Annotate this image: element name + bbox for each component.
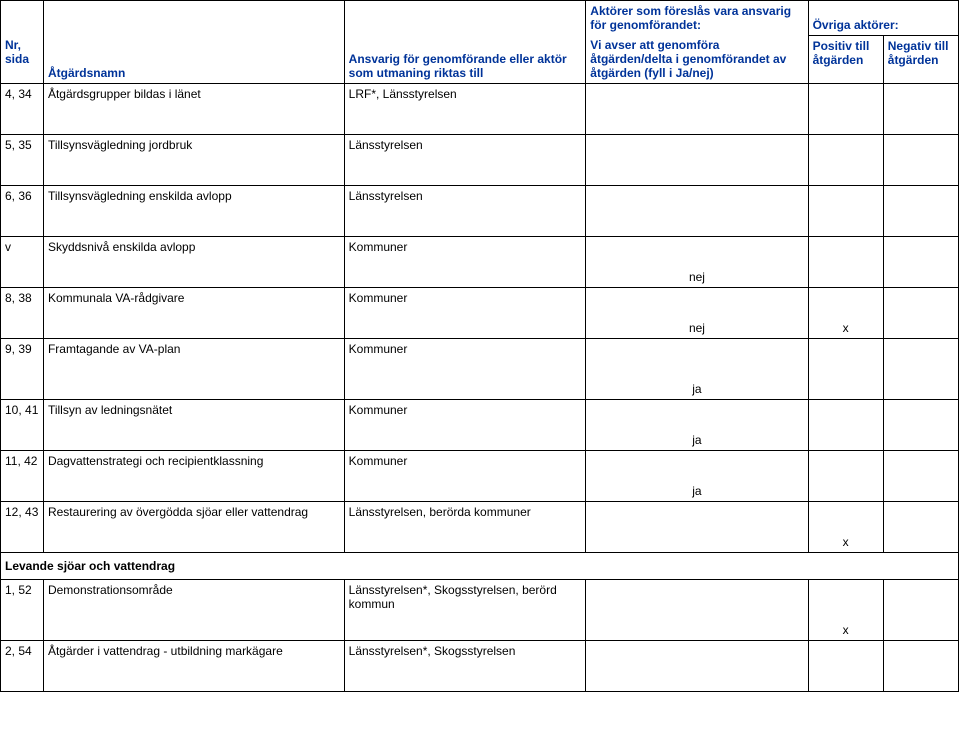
- cell-name: Tillsynsvägledning enskilda avlopp: [43, 186, 344, 237]
- cell-pos: x: [808, 288, 883, 339]
- cell-impl: nej: [586, 288, 808, 339]
- cell-nr: 9, 39: [1, 339, 44, 400]
- hdr-group-title: Aktörer som föreslås vara ansvarig för g…: [586, 1, 808, 36]
- hdr-negative: Negativ till åtgärden: [883, 35, 958, 84]
- cell-name: Åtgärdsgrupper bildas i länet: [43, 84, 344, 135]
- section-heading: Levande sjöar och vattendrag: [1, 553, 959, 580]
- cell-resp: Länsstyrelsen: [344, 186, 586, 237]
- table-row: 11, 42 Dagvattenstrategi och recipientkl…: [1, 451, 959, 502]
- cell-name: Skyddsnivå enskilda avlopp: [43, 237, 344, 288]
- cell-resp: Kommuner: [344, 400, 586, 451]
- cell-name: Demonstrationsområde: [43, 580, 344, 641]
- table-row: 2, 54 Åtgärder i vattendrag - utbildning…: [1, 641, 959, 692]
- cell-pos: x: [808, 502, 883, 553]
- cell-resp: Kommuner: [344, 339, 586, 400]
- cell-pos: [808, 135, 883, 186]
- hdr-nr-blank: [1, 1, 44, 36]
- hdr-implement: Vi avser att genomföra åtgärden/delta i …: [586, 35, 808, 84]
- cell-impl: ja: [586, 339, 808, 400]
- hdr-resp: Ansvarig för genomförande eller aktör so…: [344, 35, 586, 84]
- cell-impl: [586, 502, 808, 553]
- hdr-nr: Nr, sida: [1, 35, 44, 84]
- table-row: 9, 39 Framtagande av VA-plan Kommuner ja: [1, 339, 959, 400]
- cell-resp: Länsstyrelsen, berörda kommuner: [344, 502, 586, 553]
- cell-pos: [808, 186, 883, 237]
- hdr-positive: Positiv till åtgärden: [808, 35, 883, 84]
- cell-neg: [883, 641, 958, 692]
- cell-impl: nej: [586, 237, 808, 288]
- cell-name: Framtagande av VA-plan: [43, 339, 344, 400]
- cell-name: Kommunala VA-rådgivare: [43, 288, 344, 339]
- hdr-name: Åtgärdsnamn: [43, 35, 344, 84]
- cell-resp: LRF*, Länsstyrelsen: [344, 84, 586, 135]
- header-row-2: Nr, sida Åtgärdsnamn Ansvarig för genomf…: [1, 35, 959, 84]
- hdr-name-blank: [43, 1, 344, 36]
- cell-resp: Kommuner: [344, 237, 586, 288]
- table-row: v Skyddsnivå enskilda avlopp Kommuner ne…: [1, 237, 959, 288]
- cell-nr: 4, 34: [1, 84, 44, 135]
- hdr-other-actors: Övriga aktörer:: [808, 1, 958, 36]
- header-row-1: Aktörer som föreslås vara ansvarig för g…: [1, 1, 959, 36]
- cell-impl: [586, 641, 808, 692]
- cell-name: Dagvattenstrategi och recipientklassning: [43, 451, 344, 502]
- table-row: 10, 41 Tillsyn av ledningsnätet Kommuner…: [1, 400, 959, 451]
- cell-resp: Kommuner: [344, 288, 586, 339]
- cell-pos: [808, 400, 883, 451]
- cell-neg: [883, 502, 958, 553]
- table-row: 4, 34 Åtgärdsgrupper bildas i länet LRF*…: [1, 84, 959, 135]
- cell-name: Tillsynsvägledning jordbruk: [43, 135, 344, 186]
- cell-pos: [808, 84, 883, 135]
- cell-nr: 6, 36: [1, 186, 44, 237]
- cell-neg: [883, 339, 958, 400]
- cell-neg: [883, 237, 958, 288]
- section-row-levande: Levande sjöar och vattendrag: [1, 553, 959, 580]
- cell-impl: ja: [586, 400, 808, 451]
- hdr-resp-blank: [344, 1, 586, 36]
- cell-pos: x: [808, 580, 883, 641]
- cell-impl: [586, 580, 808, 641]
- cell-name: Restaurering av övergödda sjöar eller va…: [43, 502, 344, 553]
- cell-neg: [883, 84, 958, 135]
- cell-nr: 10, 41: [1, 400, 44, 451]
- cell-neg: [883, 135, 958, 186]
- cell-name: Tillsyn av ledningsnätet: [43, 400, 344, 451]
- table-row: 6, 36 Tillsynsvägledning enskilda avlopp…: [1, 186, 959, 237]
- cell-neg: [883, 288, 958, 339]
- cell-nr: 1, 52: [1, 580, 44, 641]
- table-row: 12, 43 Restaurering av övergödda sjöar e…: [1, 502, 959, 553]
- cell-neg: [883, 186, 958, 237]
- cell-resp: Länsstyrelsen*, Skogsstyrelsen, berörd k…: [344, 580, 586, 641]
- cell-resp: Länsstyrelsen: [344, 135, 586, 186]
- cell-impl: [586, 135, 808, 186]
- cell-nr: 8, 38: [1, 288, 44, 339]
- cell-pos: [808, 339, 883, 400]
- cell-pos: [808, 451, 883, 502]
- cell-impl: [586, 84, 808, 135]
- table-row: 8, 38 Kommunala VA-rådgivare Kommuner ne…: [1, 288, 959, 339]
- cell-nr: 2, 54: [1, 641, 44, 692]
- cell-nr: v: [1, 237, 44, 288]
- table-row: 5, 35 Tillsynsvägledning jordbruk Länsst…: [1, 135, 959, 186]
- cell-nr: 5, 35: [1, 135, 44, 186]
- cell-neg: [883, 580, 958, 641]
- cell-nr: 11, 42: [1, 451, 44, 502]
- cell-nr: 12, 43: [1, 502, 44, 553]
- cell-pos: [808, 641, 883, 692]
- cell-neg: [883, 451, 958, 502]
- cell-resp: Länsstyrelsen*, Skogsstyrelsen: [344, 641, 586, 692]
- table-row: 1, 52 Demonstrationsområde Länsstyrelsen…: [1, 580, 959, 641]
- cell-pos: [808, 237, 883, 288]
- cell-neg: [883, 400, 958, 451]
- action-table: Aktörer som föreslås vara ansvarig för g…: [0, 0, 959, 692]
- cell-resp: Kommuner: [344, 451, 586, 502]
- cell-name: Åtgärder i vattendrag - utbildning markä…: [43, 641, 344, 692]
- cell-impl: [586, 186, 808, 237]
- cell-impl: ja: [586, 451, 808, 502]
